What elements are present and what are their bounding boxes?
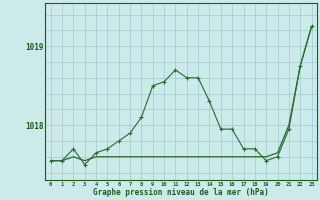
- X-axis label: Graphe pression niveau de la mer (hPa): Graphe pression niveau de la mer (hPa): [93, 188, 269, 197]
